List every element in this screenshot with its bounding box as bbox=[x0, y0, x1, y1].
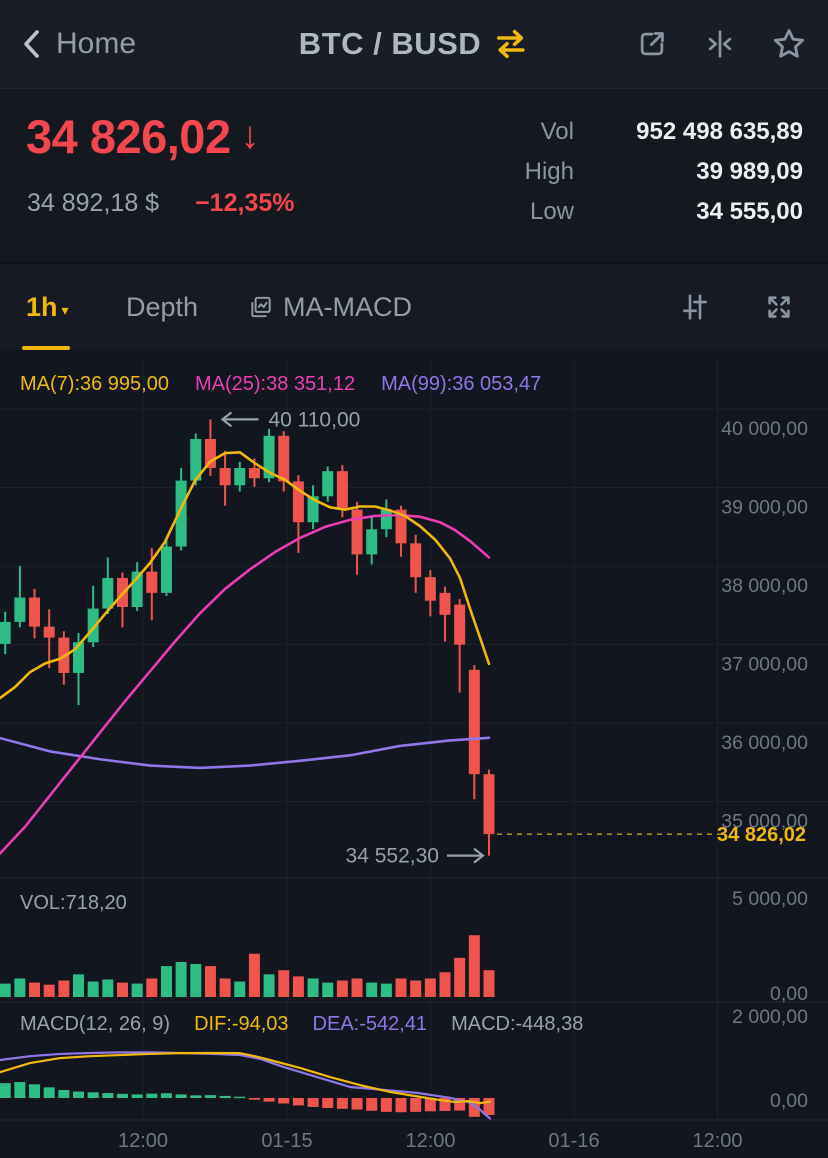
compare-klines-icon[interactable] bbox=[704, 28, 736, 60]
svg-text:2 000,00: 2 000,00 bbox=[732, 1006, 808, 1028]
top-nav-bar: Home BTC / BUSD bbox=[0, 0, 828, 89]
last-price-axis-label: 34 826,02 bbox=[717, 824, 806, 846]
candles bbox=[0, 419, 495, 856]
interval-selector[interactable]: 1h ▾ bbox=[26, 264, 69, 350]
low-value: 34 555,00 bbox=[696, 198, 803, 225]
svg-text:0,00: 0,00 bbox=[770, 983, 808, 1005]
ma25-line bbox=[0, 513, 491, 855]
svg-text:01-15: 01-15 bbox=[261, 1130, 312, 1152]
sliders-icon bbox=[680, 292, 710, 322]
dea-line bbox=[0, 1051, 492, 1120]
depth-tab-label: Depth bbox=[126, 291, 199, 322]
market-stats: Vol 952 498 635,89 High 39 989,09 Low 34… bbox=[525, 112, 803, 232]
dif-line bbox=[0, 1051, 492, 1105]
low-annotation-label: 34 552,30 bbox=[346, 845, 439, 868]
svg-text:38 000,00: 38 000,00 bbox=[721, 575, 808, 597]
high-annotation-label: 40 110,00 bbox=[268, 408, 360, 431]
macd-histogram bbox=[0, 1082, 495, 1117]
svg-text:12:00: 12:00 bbox=[405, 1130, 455, 1152]
high-value: 39 989,09 bbox=[696, 158, 803, 185]
swap-pair-icon[interactable] bbox=[493, 26, 529, 62]
svg-text:12:00: 12:00 bbox=[118, 1130, 168, 1152]
ma99-line bbox=[0, 736, 491, 770]
vol-value: 952 498 635,89 bbox=[636, 118, 803, 145]
axis-labels: 40 000,00 39 000,00 38 000,00 37 000,00 36 0… bbox=[118, 418, 808, 1152]
svg-text:39 000,00: 39 000,00 bbox=[721, 497, 808, 519]
chart-toolbar: 1h ▾ Depth MA-MACD bbox=[0, 264, 828, 356]
pair-title: BTC / BUSD bbox=[298, 26, 482, 61]
indicator-icon bbox=[248, 294, 274, 320]
svg-text:01-16: 01-16 bbox=[548, 1130, 599, 1152]
chart-area: 34 826,02 40 110,00 34 552,30 40 000,00 39 0… bbox=[0, 350, 828, 1158]
stat-row-high: High 39 989,09 bbox=[525, 152, 803, 192]
gridlines bbox=[0, 360, 828, 1121]
change-percent: −12,35% bbox=[195, 189, 295, 217]
stat-row-low: Low 34 555,00 bbox=[525, 192, 803, 232]
high-label: High bbox=[524, 158, 574, 185]
svg-text:35 000,00: 35 000,00 bbox=[721, 811, 808, 833]
tab-depth[interactable]: Depth bbox=[126, 264, 198, 350]
high-annotation bbox=[220, 411, 259, 428]
last-price: 34 826,02 bbox=[26, 110, 231, 163]
pair-title-group: BTC / BUSD bbox=[299, 0, 529, 88]
svg-text:5 000,00: 5 000,00 bbox=[732, 888, 808, 910]
nav-actions bbox=[636, 0, 806, 88]
volume-bars bbox=[0, 935, 495, 997]
favorite-star-icon[interactable] bbox=[772, 27, 806, 61]
svg-text:40 000,00: 40 000,00 bbox=[721, 418, 808, 440]
interval-label: 1h bbox=[26, 291, 58, 322]
svg-text:0,00: 0,00 bbox=[770, 1090, 808, 1112]
price-chart-canvas[interactable]: 34 826,02 40 110,00 34 552,30 40 000,00 39 0… bbox=[0, 350, 828, 1158]
low-label: Low bbox=[529, 198, 574, 225]
active-tab-underline bbox=[22, 346, 70, 350]
svg-text:36 000,00: 36 000,00 bbox=[721, 732, 808, 754]
stat-row-volume: Vol 952 498 635,89 bbox=[525, 112, 803, 152]
price-direction-icon: ↓ bbox=[240, 115, 260, 157]
chevron-down-icon: ▾ bbox=[61, 301, 69, 318]
price-sub-row: 34 892,18 $ −12,35% bbox=[27, 189, 294, 218]
chart-settings-button[interactable] bbox=[680, 264, 710, 350]
fullscreen-expand-icon bbox=[764, 292, 794, 322]
share-icon[interactable] bbox=[636, 28, 668, 60]
back-button[interactable]: Home bbox=[18, 0, 136, 88]
back-label: Home bbox=[56, 27, 137, 60]
back-chevron-icon bbox=[18, 27, 46, 61]
fullscreen-button[interactable] bbox=[764, 264, 794, 350]
last-price-row: 34 826,02 ↓ bbox=[26, 109, 260, 164]
low-annotation bbox=[446, 847, 485, 864]
svg-text:12:00: 12:00 bbox=[692, 1130, 742, 1152]
indicator-tab-label: MA-MACD bbox=[283, 291, 412, 322]
ticker-panel: 34 826,02 ↓ 34 892,18 $ −12,35% Vol 952 … bbox=[0, 89, 828, 264]
ma7-line bbox=[0, 451, 491, 700]
price-in-usd: 34 892,18 $ bbox=[27, 189, 160, 217]
tab-indicators[interactable]: MA-MACD bbox=[248, 264, 412, 350]
svg-text:37 000,00: 37 000,00 bbox=[721, 654, 808, 676]
vol-label: Vol bbox=[540, 118, 574, 145]
